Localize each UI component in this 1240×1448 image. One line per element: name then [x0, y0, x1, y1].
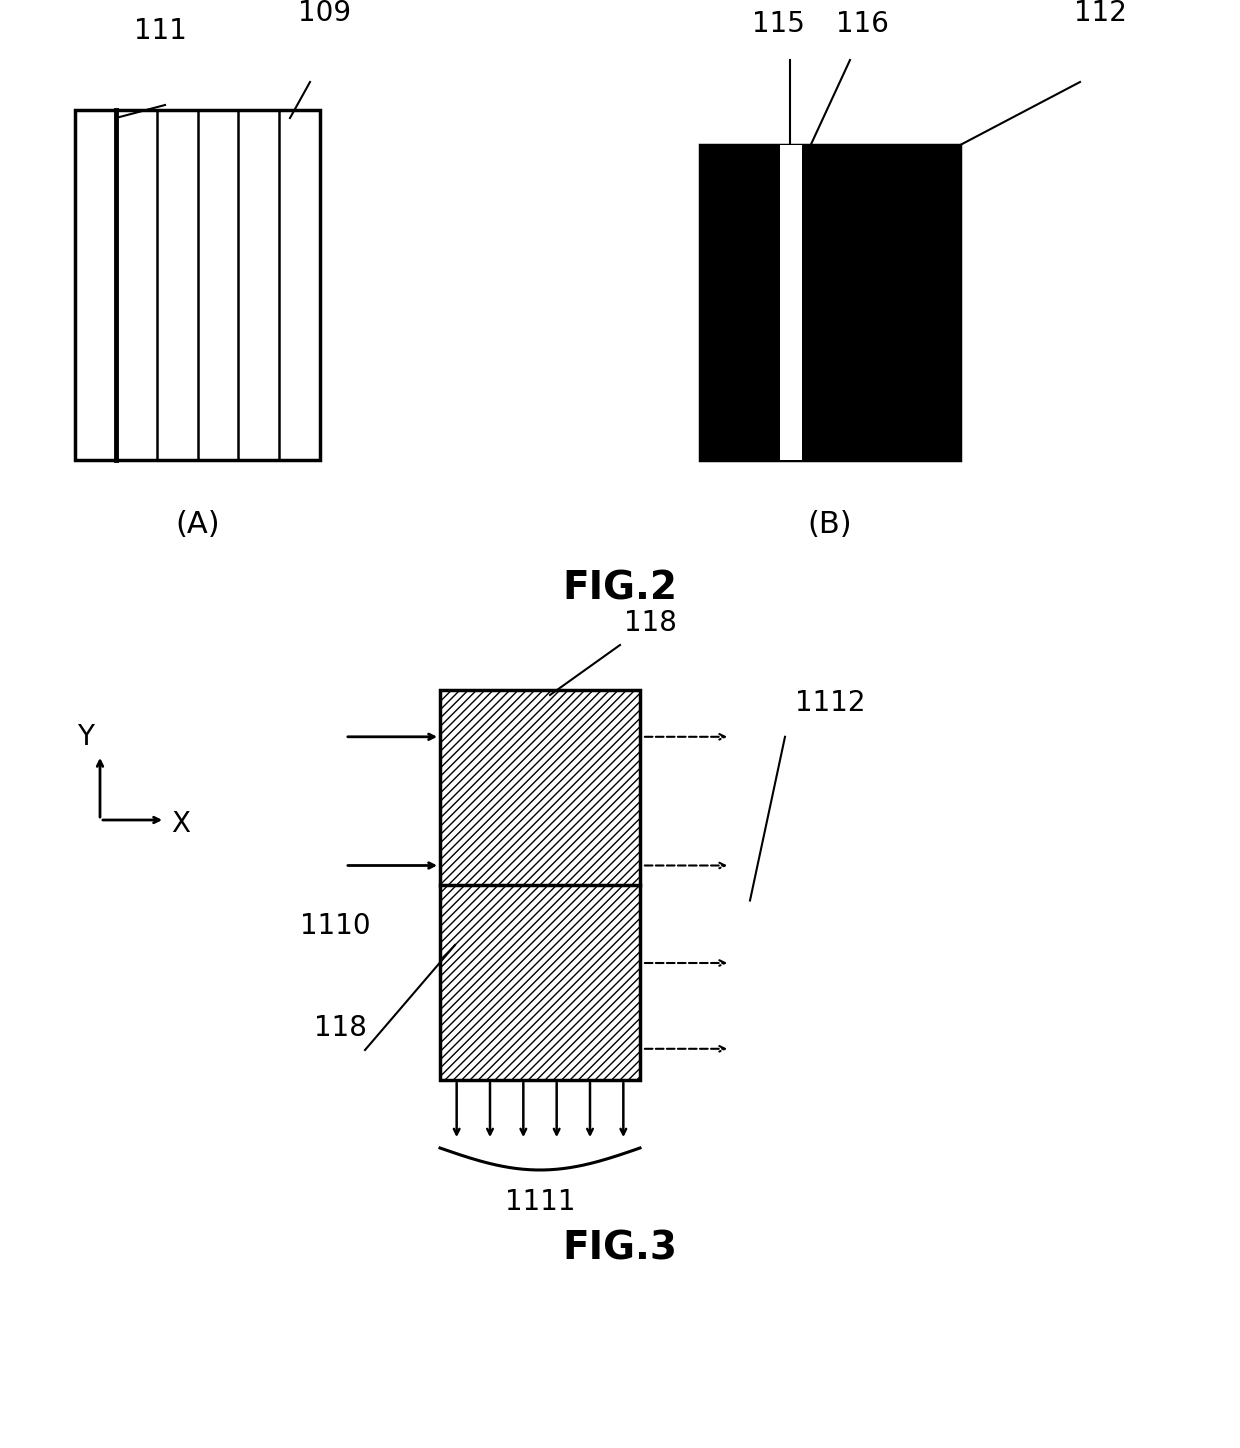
Text: X: X	[171, 809, 190, 838]
Text: 1110: 1110	[300, 912, 371, 940]
Bar	[780, 145, 802, 460]
Text: (B): (B)	[807, 510, 852, 539]
Text: 118: 118	[624, 610, 677, 637]
Text: FIG.2: FIG.2	[563, 571, 677, 608]
Text: 111: 111	[134, 17, 186, 45]
Bar	[74, 110, 320, 460]
Bar	[440, 691, 640, 1080]
Text: Y: Y	[77, 723, 94, 752]
Text: 1111: 1111	[505, 1187, 575, 1216]
Text: (A): (A)	[175, 510, 219, 539]
Bar	[701, 145, 960, 460]
Text: 115: 115	[751, 10, 805, 38]
Text: 112: 112	[1074, 0, 1126, 28]
Text: 116: 116	[836, 10, 888, 38]
Text: FIG.3: FIG.3	[563, 1229, 677, 1268]
Text: 109: 109	[299, 0, 352, 28]
Text: 1112: 1112	[795, 689, 866, 717]
Text: 118: 118	[314, 1014, 367, 1043]
